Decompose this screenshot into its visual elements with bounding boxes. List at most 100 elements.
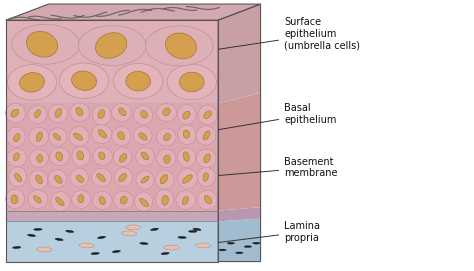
Ellipse shape — [197, 167, 215, 187]
Ellipse shape — [91, 168, 112, 187]
Ellipse shape — [112, 250, 120, 253]
Ellipse shape — [177, 105, 196, 124]
Ellipse shape — [141, 111, 147, 118]
Ellipse shape — [91, 252, 100, 255]
Ellipse shape — [98, 236, 106, 239]
Ellipse shape — [141, 152, 149, 160]
Ellipse shape — [9, 167, 27, 187]
Ellipse shape — [34, 228, 42, 230]
Ellipse shape — [227, 242, 235, 244]
Ellipse shape — [193, 228, 201, 231]
Polygon shape — [6, 221, 218, 262]
Text: Basal
epithelium: Basal epithelium — [219, 103, 337, 130]
Ellipse shape — [92, 125, 111, 144]
Ellipse shape — [72, 190, 91, 208]
Ellipse shape — [6, 189, 25, 209]
Ellipse shape — [176, 191, 195, 209]
Ellipse shape — [92, 105, 111, 125]
Ellipse shape — [167, 64, 217, 100]
Ellipse shape — [156, 128, 176, 146]
Ellipse shape — [34, 196, 41, 203]
Ellipse shape — [139, 198, 148, 207]
Text: Surface
epithelium
(umbrella cells): Surface epithelium (umbrella cells) — [219, 17, 360, 50]
Ellipse shape — [161, 252, 169, 255]
Ellipse shape — [27, 31, 57, 57]
Ellipse shape — [121, 231, 137, 236]
Ellipse shape — [77, 175, 83, 182]
Ellipse shape — [99, 197, 105, 205]
Polygon shape — [218, 4, 261, 103]
Ellipse shape — [253, 242, 260, 244]
Ellipse shape — [126, 225, 141, 230]
Ellipse shape — [55, 238, 63, 241]
Ellipse shape — [164, 133, 171, 141]
Ellipse shape — [69, 127, 89, 146]
Ellipse shape — [95, 33, 127, 58]
Ellipse shape — [28, 190, 48, 209]
Ellipse shape — [55, 175, 62, 183]
Ellipse shape — [55, 108, 62, 117]
Ellipse shape — [118, 173, 127, 182]
Ellipse shape — [37, 155, 43, 162]
Polygon shape — [6, 103, 218, 211]
Ellipse shape — [56, 152, 63, 161]
Ellipse shape — [162, 195, 168, 205]
Ellipse shape — [27, 234, 36, 237]
Ellipse shape — [244, 246, 252, 247]
Ellipse shape — [6, 104, 26, 123]
Ellipse shape — [50, 148, 69, 166]
Ellipse shape — [37, 247, 52, 252]
Ellipse shape — [160, 175, 168, 184]
Ellipse shape — [155, 170, 174, 189]
Ellipse shape — [79, 243, 94, 248]
Ellipse shape — [12, 246, 21, 249]
Ellipse shape — [198, 190, 217, 210]
Ellipse shape — [177, 148, 196, 167]
Polygon shape — [218, 93, 261, 211]
Ellipse shape — [29, 127, 49, 146]
Ellipse shape — [8, 64, 57, 100]
Ellipse shape — [99, 152, 105, 160]
Ellipse shape — [203, 131, 210, 140]
Ellipse shape — [72, 146, 90, 166]
Ellipse shape — [7, 127, 26, 147]
Ellipse shape — [76, 108, 83, 116]
Ellipse shape — [139, 133, 147, 140]
Ellipse shape — [48, 104, 68, 123]
Ellipse shape — [112, 127, 131, 146]
Ellipse shape — [11, 195, 18, 204]
Ellipse shape — [93, 191, 112, 210]
Polygon shape — [6, 20, 218, 103]
Ellipse shape — [48, 128, 67, 146]
Ellipse shape — [155, 190, 174, 209]
Polygon shape — [218, 207, 261, 221]
Ellipse shape — [196, 243, 211, 248]
Ellipse shape — [135, 192, 153, 211]
Ellipse shape — [118, 132, 125, 140]
Ellipse shape — [196, 126, 216, 145]
Ellipse shape — [35, 110, 41, 118]
Ellipse shape — [11, 109, 19, 117]
Ellipse shape — [114, 167, 133, 187]
Ellipse shape — [118, 108, 126, 116]
Ellipse shape — [183, 111, 190, 119]
Ellipse shape — [134, 127, 152, 145]
Ellipse shape — [150, 228, 159, 231]
Ellipse shape — [28, 105, 47, 124]
Ellipse shape — [178, 125, 196, 144]
Ellipse shape — [183, 152, 189, 161]
Ellipse shape — [164, 155, 170, 163]
Ellipse shape — [13, 153, 19, 161]
Ellipse shape — [196, 149, 216, 168]
Ellipse shape — [165, 33, 196, 59]
Ellipse shape — [136, 147, 155, 166]
Ellipse shape — [145, 26, 213, 66]
Ellipse shape — [156, 104, 177, 122]
Ellipse shape — [65, 230, 74, 233]
Ellipse shape — [113, 147, 132, 167]
Ellipse shape — [204, 195, 212, 204]
Ellipse shape — [78, 195, 84, 203]
Ellipse shape — [120, 196, 127, 204]
Ellipse shape — [55, 197, 64, 206]
Ellipse shape — [53, 134, 61, 140]
